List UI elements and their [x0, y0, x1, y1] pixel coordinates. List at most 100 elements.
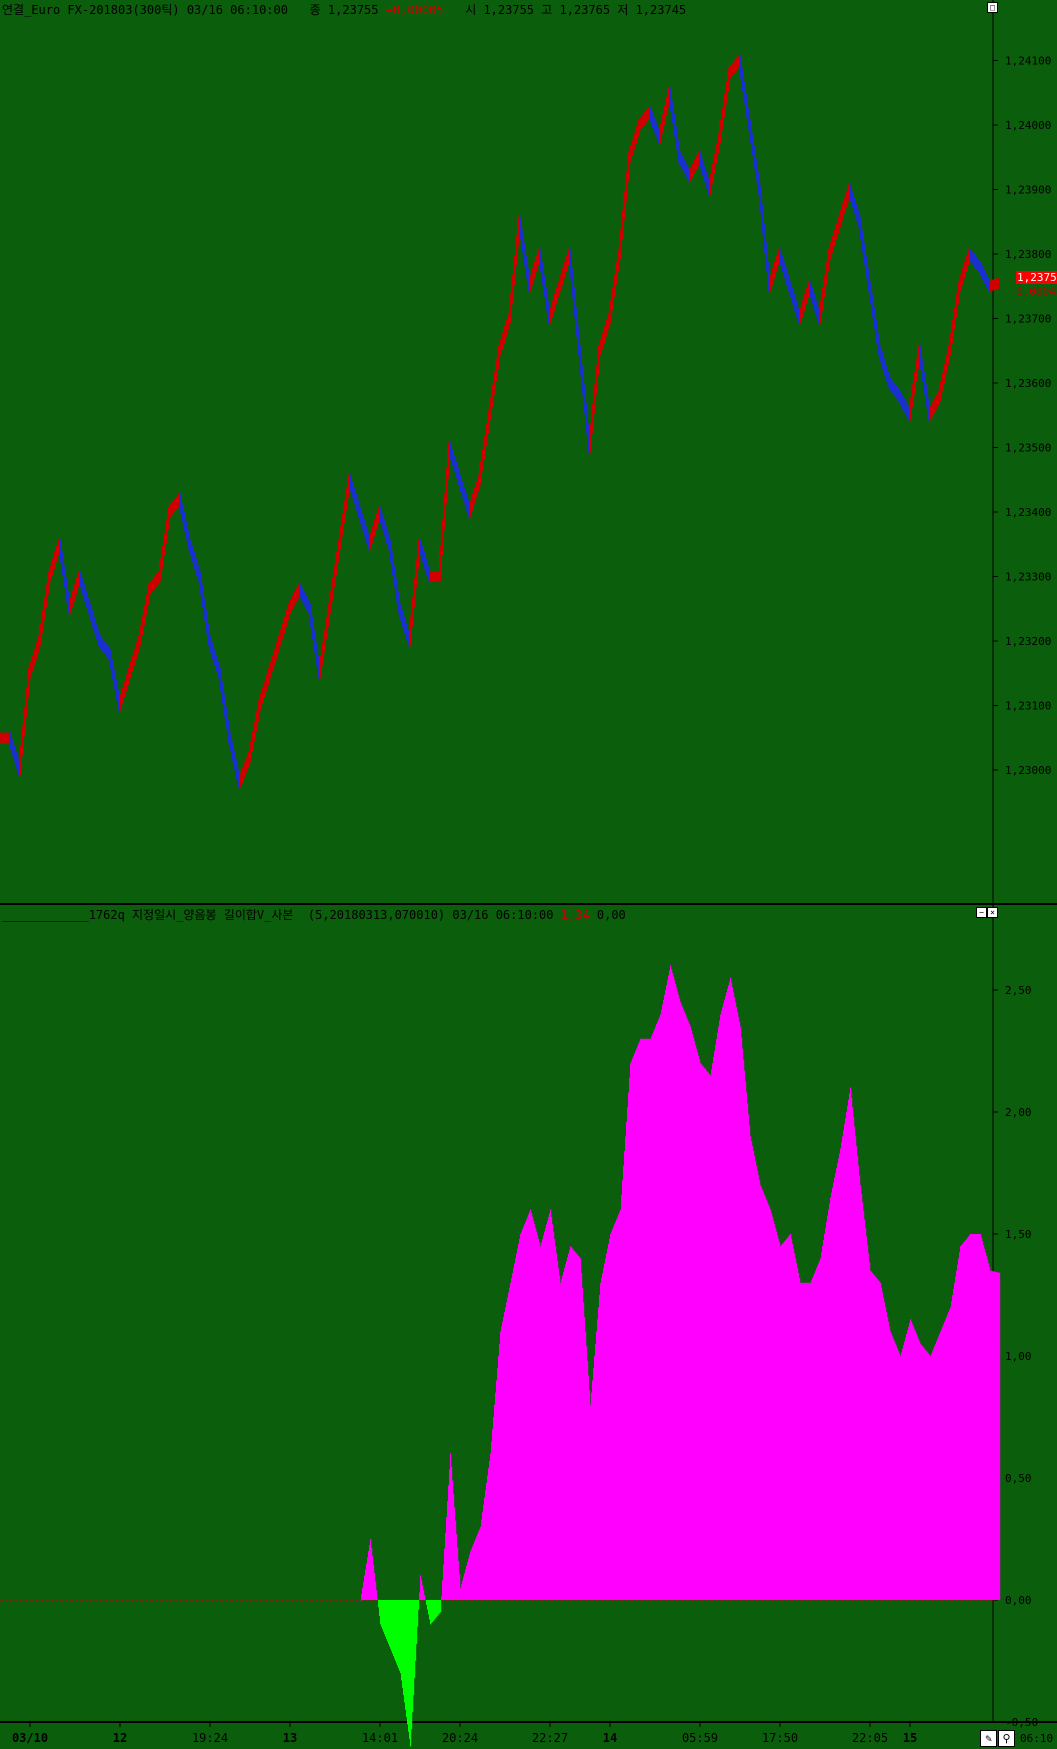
indicator-bar [694, 1041, 696, 1600]
indicator-bar [555, 1246, 557, 1600]
indicator-bar [361, 1593, 363, 1600]
indicator-bar [737, 1011, 739, 1600]
indicator-bar [834, 1177, 836, 1600]
indicator-bar [605, 1258, 607, 1600]
indicator-bar [866, 1236, 868, 1600]
indicator-bar [840, 1148, 842, 1600]
indicator-bar [734, 997, 736, 1600]
close-pane-button[interactable]: × [987, 907, 998, 918]
indicator-bar [512, 1273, 514, 1600]
indicator-bar [405, 1600, 407, 1710]
indicator-bar [933, 1348, 935, 1600]
indicator-bar [726, 992, 728, 1600]
indicator-bar [366, 1563, 368, 1600]
maximize-pane-button[interactable]: □ [987, 2, 998, 13]
indicator-bar [875, 1276, 877, 1600]
indicator-bar [524, 1224, 526, 1600]
indicator-bar [781, 1244, 783, 1600]
indicator-bar [651, 1036, 653, 1600]
indicator-bar [908, 1326, 910, 1600]
indicator-bar [516, 1253, 518, 1600]
indicator-bar [799, 1277, 801, 1600]
indicator-bar [543, 1235, 545, 1600]
indicator-bar [669, 970, 671, 1600]
indicator-bar [916, 1334, 918, 1600]
indicator-bar [556, 1253, 558, 1600]
indicator-bar [579, 1257, 581, 1600]
indicator-bar [464, 1573, 466, 1600]
indicator-bar [790, 1234, 792, 1600]
indicator-bar [631, 1060, 633, 1600]
indicator-bar [772, 1216, 774, 1600]
indicator-bar [662, 1004, 664, 1600]
indicator-bar [544, 1231, 546, 1600]
indicator-bar [455, 1520, 457, 1600]
indicator-bar [991, 1270, 993, 1600]
indicator-bar [878, 1280, 880, 1600]
draw-tool-button[interactable]: ✎ [980, 1730, 997, 1747]
indicator-bar [670, 965, 672, 1600]
indicator-bar [398, 1600, 400, 1669]
indicator-bar [467, 1562, 469, 1600]
indicator-bar [438, 1600, 440, 1615]
indicator-bar [576, 1253, 578, 1600]
indicator-bar [974, 1234, 976, 1600]
indicator-bar [902, 1348, 904, 1600]
indicator-bar [433, 1600, 435, 1621]
time-tick-label: 22:27 [532, 1731, 568, 1745]
indicator-bar [975, 1234, 977, 1600]
indicator-bar [749, 1125, 751, 1600]
indicator-bar [674, 980, 676, 1600]
indicator-bar [624, 1151, 626, 1600]
indicator-bar [410, 1600, 412, 1747]
indicator-bar [519, 1238, 521, 1600]
indicator-bar [931, 1353, 933, 1600]
indicator-bar [513, 1268, 515, 1600]
indicator-bar [945, 1319, 947, 1600]
indicator-bar [493, 1417, 495, 1600]
indicator-bar [956, 1270, 958, 1600]
indicator-bar [454, 1507, 456, 1600]
indicator-bar [716, 1038, 718, 1600]
indicator-bar [477, 1534, 479, 1600]
indicator-bar [415, 1600, 417, 1661]
indicator-bar [869, 1262, 871, 1600]
indicator-bar [387, 1600, 389, 1642]
indicator-bar [731, 982, 733, 1600]
indicator-bar [766, 1199, 768, 1600]
indicator-bar [620, 1209, 622, 1600]
indicator-bar [973, 1234, 975, 1600]
indicator-bar [439, 1600, 441, 1614]
indicator-bar [377, 1598, 379, 1600]
indicator-bar [510, 1282, 512, 1600]
indicator-bar [818, 1263, 820, 1600]
indicator-bar [880, 1282, 882, 1600]
price-header-info: 연결_Euro FX-201803(300틱) 03/16 06:10:00 종… [2, 3, 386, 17]
indicator-bar [958, 1258, 960, 1600]
indicator-bar [486, 1482, 488, 1600]
indicator-bar [876, 1277, 878, 1600]
indicator-bar [764, 1194, 766, 1600]
minimize-pane-button[interactable]: − [976, 907, 987, 918]
indicator-bar [948, 1312, 950, 1600]
price-tick-label: 1,23500 [1005, 442, 1051, 455]
indicator-bar [715, 1044, 717, 1600]
indicator-bar [483, 1504, 485, 1600]
indicator-bar [452, 1480, 454, 1600]
indicator-bar [611, 1231, 613, 1600]
indicator-bar [924, 1348, 926, 1600]
indicator-bar [583, 1302, 585, 1600]
indicator-bar [428, 1600, 430, 1615]
time-tick-label: 13 [283, 1731, 297, 1745]
price-tick-label: 1,23300 [1005, 571, 1051, 584]
indicator-bar [937, 1338, 939, 1600]
indicator-bar [515, 1258, 517, 1600]
indicator-bar [506, 1302, 508, 1600]
indicator-bar [617, 1216, 619, 1600]
zoom-tool-button[interactable]: ⚲ [998, 1730, 1015, 1747]
indicator-bar [623, 1165, 625, 1600]
indicator-bar [566, 1260, 568, 1600]
indicator-bar [484, 1497, 486, 1600]
time-tick-label: 20:24 [442, 1731, 478, 1745]
indicator-bar [609, 1238, 611, 1600]
